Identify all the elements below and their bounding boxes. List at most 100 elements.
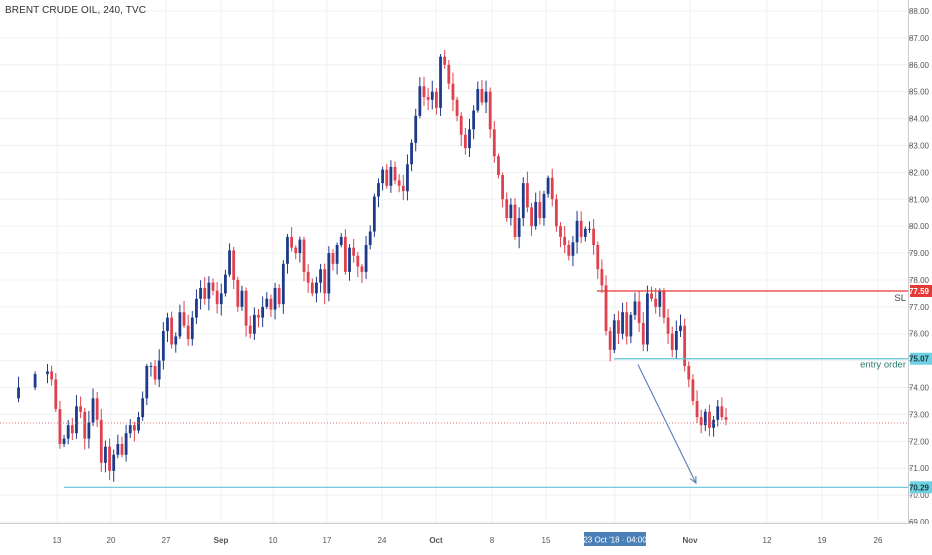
y-tick-label: 83.00 <box>909 141 930 150</box>
candle-up <box>124 424 128 462</box>
candle-down <box>248 315 252 339</box>
candle-down <box>306 264 310 293</box>
candle-up <box>645 285 649 352</box>
candle-down <box>401 174 405 201</box>
candle-up <box>161 322 165 370</box>
time-axis-bg <box>0 524 932 550</box>
candle-up <box>348 244 351 281</box>
candle-down <box>215 282 219 314</box>
candle-up <box>389 160 393 193</box>
candle-up <box>273 282 277 320</box>
entry-price-tag[interactable]: 75.07 <box>909 352 932 365</box>
sl-price-tag[interactable]: 77.59 <box>909 284 932 297</box>
sl-label: SL <box>894 293 906 304</box>
candle-up <box>517 207 521 249</box>
candle-up <box>546 175 550 198</box>
candle-up <box>658 288 662 317</box>
candle-up <box>410 139 413 172</box>
y-tick-label: 69.00 <box>909 518 930 527</box>
svg-text:77.59: 77.59 <box>909 287 930 296</box>
entry-order-label: entry order <box>860 360 906 371</box>
candle-down <box>50 365 54 386</box>
candles <box>17 49 728 482</box>
candle-up <box>368 225 372 250</box>
x-tick-label: 27 <box>162 536 171 545</box>
candle-down <box>244 287 248 337</box>
candle-up <box>149 362 153 377</box>
candle-up <box>46 363 49 384</box>
candle-up <box>207 276 211 311</box>
chart-title: BRENT CRUDE OIL, 240, TVC <box>5 5 147 16</box>
price-axis[interactable]: 88.00 87.00 86.00 85.00 84.00 83.00 82.00 81.00… <box>909 0 932 527</box>
candle-up <box>679 314 682 337</box>
candle-up <box>62 434 66 448</box>
candle-down <box>422 76 426 107</box>
candle-up <box>174 332 178 353</box>
candle-down <box>397 174 401 193</box>
candle-down <box>426 87 430 111</box>
candle-down <box>79 396 83 419</box>
candle-down <box>670 326 674 358</box>
candle-up <box>228 243 231 277</box>
candle-up <box>364 235 368 279</box>
candle-up <box>575 210 579 254</box>
candle-up <box>17 376 20 403</box>
candle-down <box>132 421 136 442</box>
candle-down <box>356 251 360 278</box>
candle-down <box>596 241 600 279</box>
candle-down <box>724 407 728 426</box>
candle-down <box>654 288 658 314</box>
candle-up <box>178 304 182 340</box>
candle-up <box>468 118 471 157</box>
candle-up <box>534 192 538 230</box>
candle-up <box>703 408 707 432</box>
candle-down <box>451 72 455 112</box>
time-axis[interactable]: 13 20 27 Sep 10 17 24 Oct 8 15 23 Oct '18 · 04:00 N… <box>0 524 932 550</box>
x-tick-label: 20 <box>107 536 116 545</box>
candle-down <box>443 49 447 69</box>
candle-down <box>153 359 157 385</box>
candle-up <box>335 242 339 275</box>
candle-down <box>257 308 260 328</box>
candle-up <box>33 371 37 391</box>
candle-up <box>414 108 418 152</box>
candle-down <box>352 239 356 263</box>
candle-down <box>310 278 314 297</box>
candle-down <box>650 286 653 302</box>
grid <box>0 0 909 524</box>
y-tick-label: 72.00 <box>909 437 930 446</box>
svg-text:70.29: 70.29 <box>909 483 930 492</box>
target-arrow[interactable] <box>637 364 697 485</box>
candle-down <box>459 112 463 147</box>
y-tick-label: 85.00 <box>909 88 930 97</box>
target-price-tag[interactable]: 70.29 <box>909 481 932 494</box>
price-axis-bg <box>909 0 932 523</box>
y-tick-label: 76.00 <box>909 330 930 339</box>
candle-down <box>323 263 327 305</box>
candle-up <box>716 399 720 427</box>
candle-down <box>497 153 500 179</box>
candle-down <box>563 225 567 254</box>
x-tick-label: 12 <box>763 536 772 545</box>
candle-up <box>381 166 385 191</box>
candle-up <box>128 419 132 438</box>
candle-down <box>170 311 174 349</box>
candle-up <box>141 391 145 421</box>
candle-down <box>455 96 459 122</box>
candle-down <box>70 417 74 440</box>
candle-up <box>542 190 546 226</box>
candle-down <box>360 263 364 283</box>
candle-up <box>261 296 265 328</box>
candle-down <box>695 390 699 424</box>
candle-up <box>583 226 587 242</box>
candle-up <box>281 260 285 314</box>
candle-down <box>608 327 612 362</box>
candle-up <box>339 232 343 248</box>
candle-up <box>430 80 434 110</box>
candle-down <box>567 240 571 261</box>
candle-down <box>211 278 215 296</box>
candle-down <box>513 198 517 240</box>
candle-up <box>674 320 678 359</box>
